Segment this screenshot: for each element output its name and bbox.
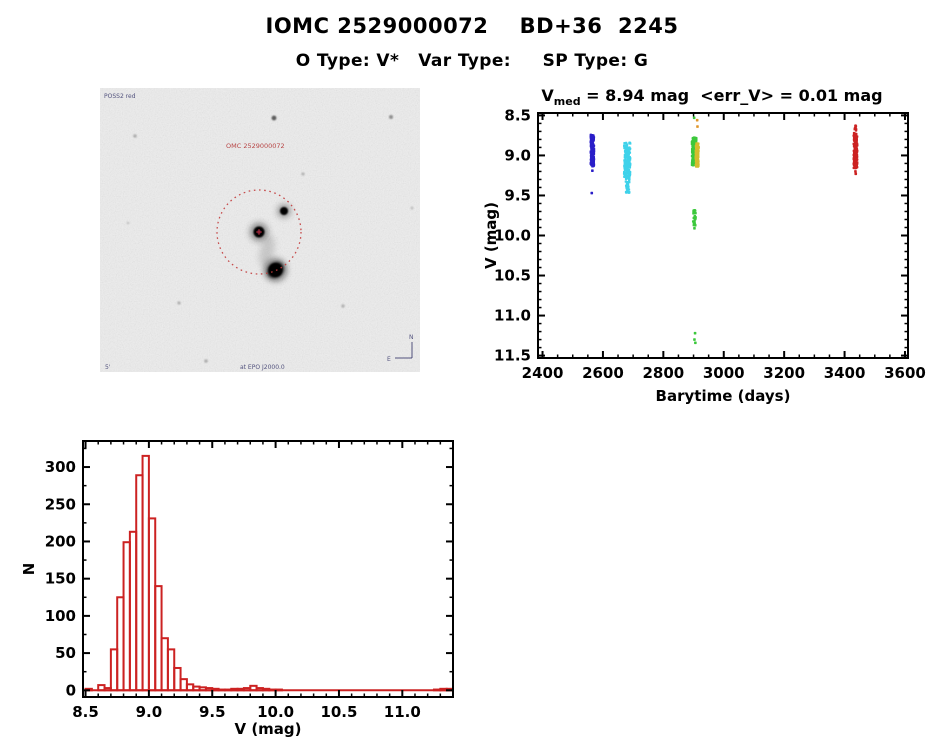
page-title: IOMC 2529000072 BD+36 2245	[265, 14, 679, 38]
cluster-epoch1-blue	[589, 133, 596, 168]
cluster-epoch3-yellow	[694, 142, 700, 168]
cluster-epoch3-green-faint	[691, 208, 697, 227]
y-tick-label: 9.0	[504, 146, 531, 164]
lightcurve-xlabel: Barytime (days)	[656, 387, 791, 405]
isolated-point	[693, 331, 697, 335]
y-tick-label: 150	[45, 570, 76, 588]
isolated-point	[591, 169, 594, 172]
lightcurve-plot: 2400 2600 2800 3000 3200 3400 3600 8.5 9.0 9.5 10.…	[482, 106, 926, 405]
compass-north-label: N	[409, 334, 414, 341]
y-tick-label: 10.5	[494, 267, 531, 285]
x-tick-label: 3200	[763, 364, 805, 382]
compass: N E	[387, 334, 414, 363]
histogram-ylabel: N	[20, 563, 38, 576]
top-star	[271, 115, 277, 121]
finder-chart: POSS2 red OMC 2529000072 at EPO J2000.0 …	[100, 88, 424, 372]
x-tick-label: 3400	[824, 364, 866, 382]
y-tick-label: 300	[45, 458, 76, 476]
x-tick-label: 9.0	[136, 703, 163, 721]
x-tick-label: 10.0	[257, 703, 294, 721]
target-marker	[216, 189, 302, 275]
cluster-epoch4-red-sparse	[853, 124, 858, 132]
y-tick-label: 8.5	[504, 106, 531, 124]
field-stars-faint	[126, 115, 414, 363]
compass-east-label: E	[387, 356, 391, 363]
lightcurve-title-rest: = 8.94 mag <err_V> = 0.01 mag	[580, 86, 883, 105]
y-tick-label: 11.5	[494, 347, 531, 365]
cluster-epoch2-cyan	[622, 141, 632, 179]
lightcurve-title-sub: med	[553, 95, 581, 109]
lightcurve-title: Vmed = 8.94 mag <err_V> = 0.01 mag	[480, 86, 944, 108]
x-tick-label: 8.5	[72, 703, 99, 721]
lightcurve-axes: 2400 2600 2800 3000 3200 3400 3600 8.5 9.0 9.5 10.…	[494, 106, 926, 382]
isolated-point	[590, 191, 594, 195]
target-label: OMC 2529000072	[226, 142, 285, 150]
isolated-point	[854, 172, 858, 176]
isolated-point	[693, 226, 696, 230]
histogram-bars	[84, 454, 455, 692]
survey-label: POSS2 red	[104, 93, 136, 100]
lightcurve-title-var: V	[541, 86, 554, 105]
lightcurve-ylabel: V (mag)	[482, 202, 500, 269]
page-subtitle: O Type: V* Var Type: SP Type: G	[295, 51, 649, 71]
x-tick-label: 2600	[582, 364, 624, 382]
histogram-bar	[274, 688, 283, 692]
star-glow-bridge	[259, 235, 275, 267]
x-tick-label: 11.0	[384, 703, 421, 721]
x-tick-label: 10.5	[320, 703, 357, 721]
histogram-plot: 8.5 9.0 9.5 10.0 10.5 11.0 0 50 100 150 200 250 300 V…	[20, 440, 455, 738]
x-tick-label: 2400	[522, 364, 564, 382]
y-tick-label: 200	[45, 532, 76, 550]
finder-chart-image: POSS2 red OMC 2529000072 at EPO J2000.0 …	[100, 88, 424, 372]
y-tick-label: 100	[45, 607, 76, 625]
isolated-point	[694, 341, 697, 345]
x-tick-label: 3000	[703, 364, 745, 382]
y-tick-label: 50	[55, 644, 76, 662]
y-tick-label: 9.5	[504, 186, 531, 204]
cluster-epoch4-red	[852, 131, 859, 170]
x-tick-label: 2800	[642, 364, 684, 382]
target-circle	[216, 189, 302, 275]
histogram-axes: 8.5 9.0 9.5 10.0 10.5 11.0 0 50 100 150 200 250 300	[45, 440, 454, 721]
x-tick-label: 9.5	[199, 703, 226, 721]
y-tick-label: 11.0	[494, 307, 531, 325]
isolated-point	[696, 125, 699, 128]
y-tick-label: 0	[66, 681, 76, 699]
lower-star-core	[268, 263, 283, 277]
x-tick-label: 3600	[884, 364, 926, 382]
isolated-point	[695, 118, 699, 122]
companion-star-core	[280, 207, 288, 215]
histogram-xlabel: V (mag)	[234, 720, 301, 738]
y-tick-label: 250	[45, 495, 76, 513]
scale-label: 5'	[105, 364, 111, 371]
isolated-point	[692, 116, 696, 120]
isolated-point	[693, 338, 696, 341]
cluster-epoch2-cyan-tail	[624, 177, 631, 194]
epoch-label: at EPO J2000.0	[240, 364, 285, 371]
lightcurve-points	[589, 116, 859, 345]
isolated-point	[854, 170, 857, 173]
y-tick-label: 10.0	[494, 227, 531, 245]
